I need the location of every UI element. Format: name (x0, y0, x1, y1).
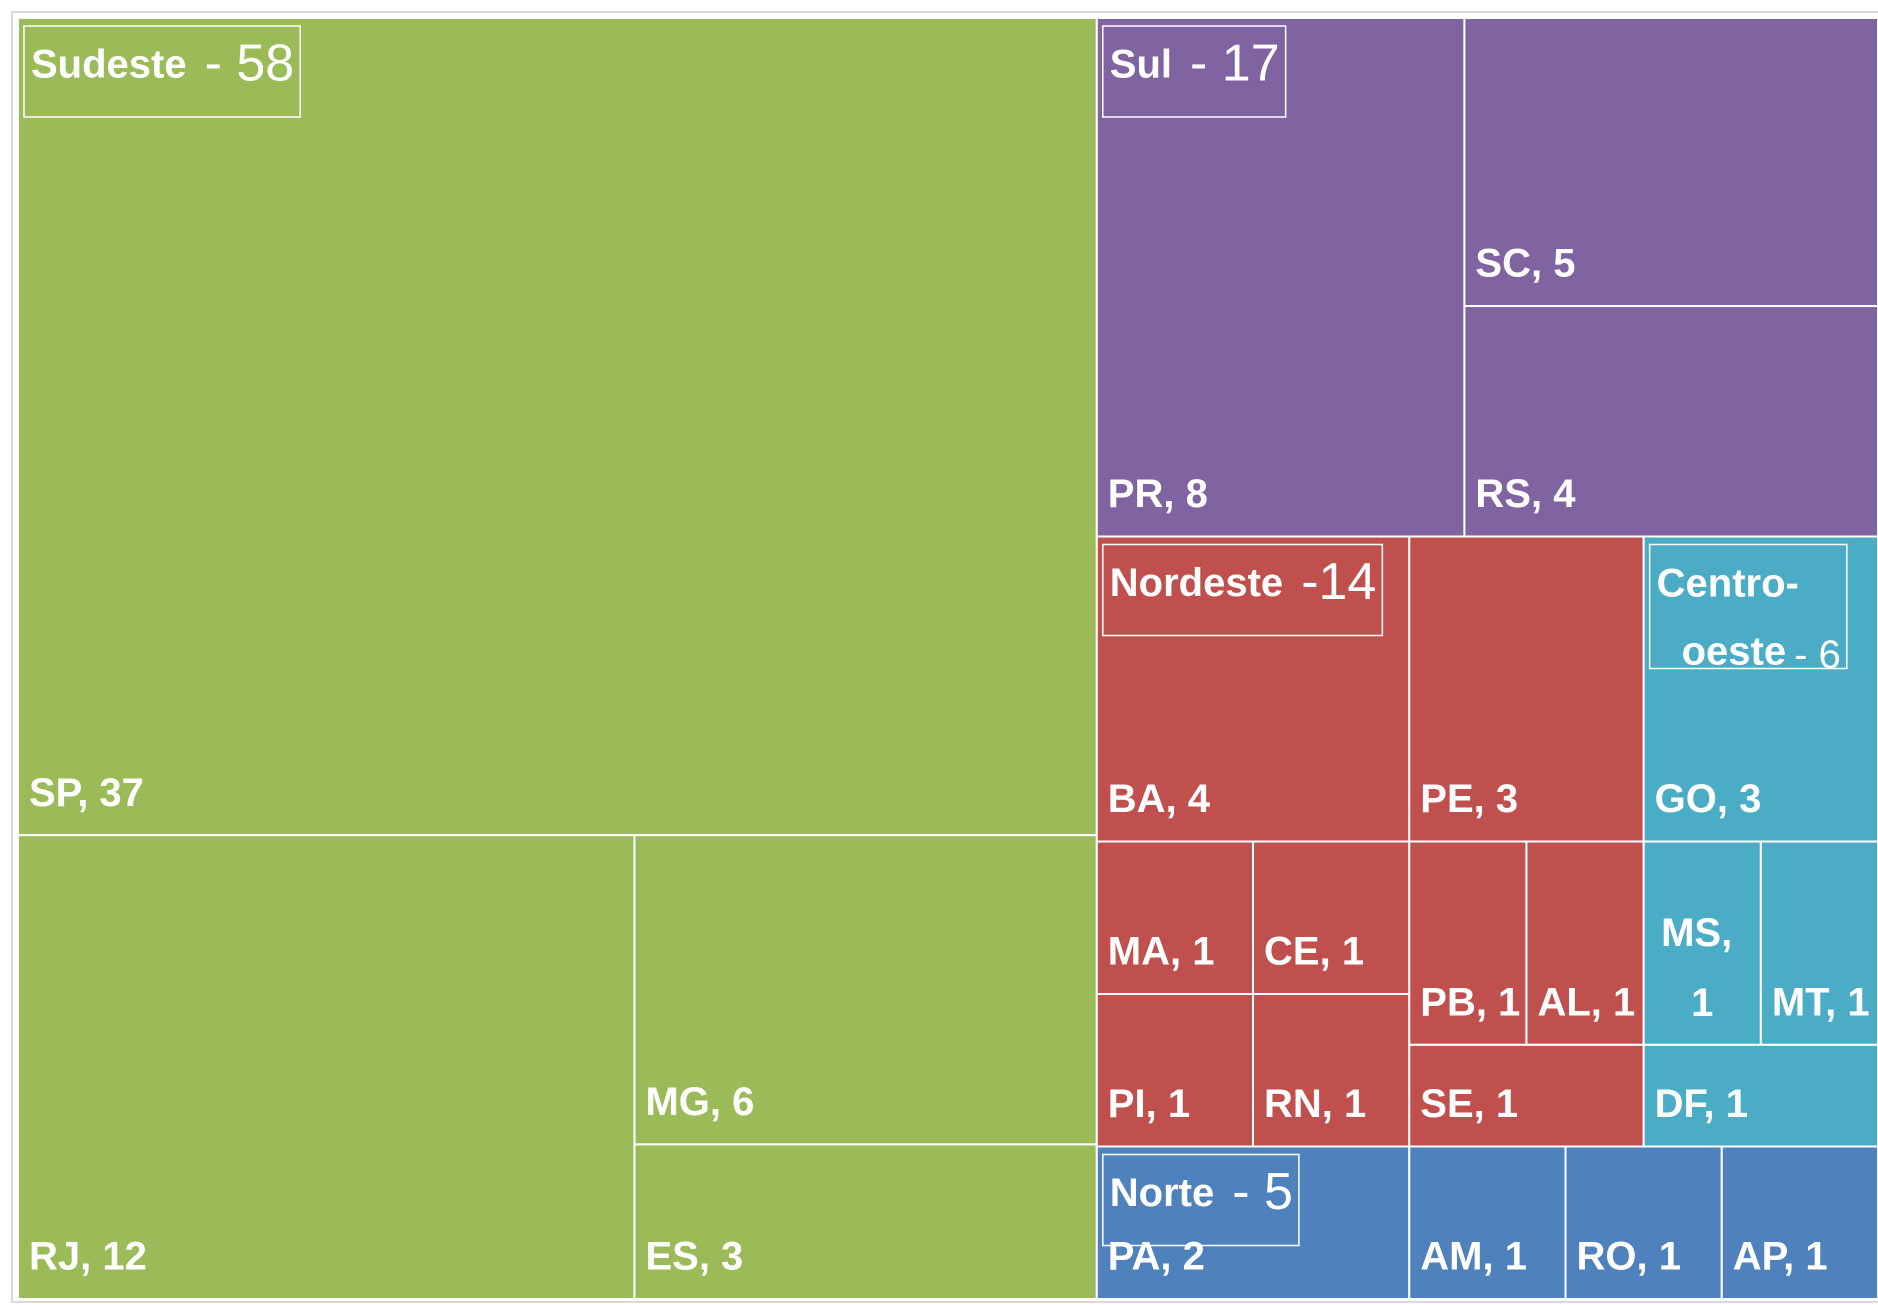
treemap-cell (1642, 535, 1878, 843)
cell-label: RS, 4 (1475, 472, 1576, 516)
treemap-cell (1642, 1043, 1878, 1148)
region-header-box (1102, 25, 1287, 118)
treemap-cell (1463, 305, 1878, 538)
cell-label: GO, 3 (1655, 777, 1762, 821)
treemap-cell (633, 834, 1098, 1146)
treemap-cell (1564, 1145, 1723, 1300)
cell-label: PR, 8 (1108, 472, 1208, 516)
cell-label: CE, 1 (1264, 930, 1364, 974)
region-value: - 17 (1190, 35, 1280, 93)
treemap-cell (1095, 535, 1411, 843)
cell-label: BA, 4 (1108, 777, 1211, 821)
region-name-line: oeste (1682, 629, 1787, 673)
region-header-box (1102, 1153, 1300, 1247)
cell-label: SC, 5 (1475, 242, 1575, 286)
cell-label: PI, 1 (1108, 1082, 1190, 1126)
region-value: - 6 (1794, 633, 1841, 677)
treemap-cell (1095, 17, 1466, 538)
region-name: Norte (1110, 1171, 1214, 1215)
cell-label: SP, 37 (29, 771, 144, 815)
cell-label: MS, 1 (1661, 910, 1743, 1024)
treemap-cell (1408, 535, 1645, 843)
cell-label: DF, 1 (1655, 1082, 1748, 1126)
region-header-box (1648, 543, 1848, 670)
region-header-box (23, 25, 301, 118)
treemap-cell (1408, 1145, 1567, 1300)
region-name-line: Centro- (1657, 561, 1799, 605)
region-name: Sudeste (31, 43, 187, 87)
treemap-cell (633, 1143, 1098, 1301)
cell-label: RO, 1 (1577, 1235, 1681, 1279)
region-value: -14 (1301, 553, 1376, 611)
cell-label-line: MS, (1661, 910, 1743, 954)
cell-label: AL, 1 (1537, 980, 1635, 1024)
cell-label-line: 1 (1691, 980, 1713, 1024)
treemap-cell (1095, 1145, 1411, 1300)
cell-label: RJ, 12 (29, 1235, 147, 1279)
treemap-cell (1408, 1043, 1645, 1148)
treemap-cell (17, 834, 636, 1300)
cell-label: AP, 1 (1733, 1235, 1828, 1279)
cell-label: MT, 1 (1772, 980, 1870, 1024)
chart-frame (11, 11, 1878, 1303)
region-value: - 5 (1232, 1163, 1293, 1221)
cell-label: PA, 2 (1108, 1235, 1205, 1279)
region-name: Nordeste (1110, 561, 1283, 605)
treemap-cell (17, 17, 1098, 837)
cell-label: PE, 3 (1420, 777, 1518, 821)
treemap-cell (1408, 840, 1528, 1046)
treemap-cell (1525, 840, 1645, 1046)
region-name: Centro-oeste (1657, 561, 1799, 673)
region-value: - 58 (205, 35, 295, 93)
cell-label: ES, 3 (645, 1235, 743, 1279)
treemap-cell (1720, 1145, 1878, 1300)
cell-label: MG, 6 (645, 1080, 754, 1124)
region-header-box (1102, 543, 1384, 637)
cell-label: RN, 1 (1264, 1082, 1366, 1126)
cell-label: MA, 1 (1108, 930, 1215, 974)
treemap-cell (1095, 993, 1255, 1148)
region-name: Sul (1110, 43, 1172, 87)
treemap-cell (1642, 840, 1762, 1046)
cell-label: AM, 1 (1420, 1235, 1527, 1279)
treemap-cell (1463, 17, 1878, 308)
cell-label: SE, 1 (1420, 1082, 1518, 1126)
cell-label: PB, 1 (1420, 980, 1520, 1024)
